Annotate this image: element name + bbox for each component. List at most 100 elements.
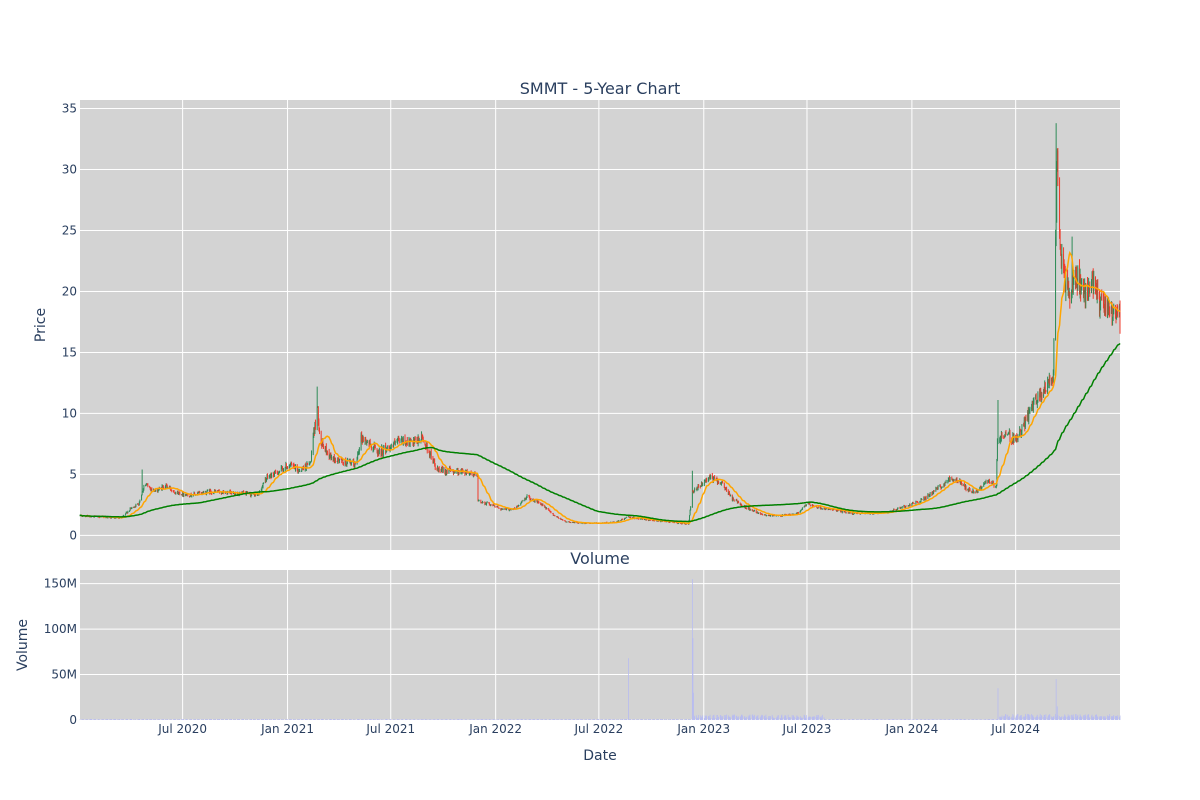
volume-bar bbox=[556, 719, 558, 720]
volume-bar bbox=[750, 717, 751, 720]
volume-bar bbox=[881, 719, 883, 720]
volume-bar bbox=[170, 719, 172, 720]
candle-body bbox=[380, 448, 382, 455]
candle-body bbox=[327, 450, 328, 453]
candle-body bbox=[693, 491, 695, 493]
volume-bar bbox=[466, 719, 467, 720]
candle-body bbox=[740, 504, 742, 506]
volume-bar bbox=[398, 719, 400, 720]
volume-bar bbox=[1021, 717, 1023, 720]
candle-body bbox=[1099, 307, 1101, 313]
candle-body bbox=[303, 468, 304, 470]
candle-body bbox=[917, 502, 918, 503]
candle-body bbox=[301, 467, 303, 471]
candle-body bbox=[1063, 269, 1065, 271]
candle-body bbox=[143, 486, 145, 489]
candle-body bbox=[522, 500, 523, 502]
candle-body bbox=[373, 444, 375, 448]
candle-body bbox=[841, 510, 843, 513]
volume-bar bbox=[341, 719, 343, 720]
volume-bar bbox=[1001, 715, 1003, 720]
candle-body bbox=[552, 513, 554, 516]
candle-body bbox=[981, 486, 983, 488]
candle-body bbox=[1040, 394, 1042, 401]
candle-body bbox=[754, 510, 755, 512]
candle-body bbox=[568, 521, 569, 523]
candle-body bbox=[1029, 408, 1031, 410]
candle-body bbox=[237, 493, 239, 495]
candle-body bbox=[198, 492, 200, 493]
volume-bar bbox=[743, 716, 745, 720]
volume-bar bbox=[1012, 715, 1014, 720]
candle-body bbox=[713, 477, 714, 482]
candle-body bbox=[821, 508, 823, 510]
volume-bar bbox=[1116, 716, 1118, 720]
candle-body bbox=[895, 509, 897, 511]
volume-bar bbox=[985, 719, 986, 720]
volume-bar bbox=[509, 719, 511, 720]
volume-bar bbox=[568, 719, 570, 720]
candle-body bbox=[1019, 429, 1021, 432]
volume-bar bbox=[150, 719, 152, 720]
volume-bar bbox=[744, 718, 746, 720]
volume-bar bbox=[226, 719, 228, 720]
volume-bar bbox=[85, 719, 87, 720]
volume-bar bbox=[308, 719, 310, 720]
volume-bar bbox=[1080, 717, 1082, 720]
candle-body bbox=[560, 519, 562, 520]
volume-bar bbox=[660, 719, 661, 720]
volume-bar bbox=[668, 719, 670, 720]
candle-body bbox=[481, 502, 482, 504]
candle-body bbox=[624, 517, 625, 520]
volume-bar bbox=[794, 717, 795, 720]
candle-body bbox=[853, 513, 855, 515]
volume-bar bbox=[1059, 716, 1060, 720]
candle-body bbox=[578, 522, 580, 524]
volume-bar bbox=[552, 719, 554, 720]
candle-body bbox=[1084, 285, 1085, 292]
candle-body bbox=[1107, 306, 1108, 312]
candle-body bbox=[433, 459, 435, 462]
volume-bar bbox=[81, 719, 83, 720]
volume-bar bbox=[1016, 714, 1018, 720]
candle-body bbox=[753, 510, 755, 512]
price-y-tick-label: 15 bbox=[62, 345, 77, 359]
candle-body bbox=[207, 490, 209, 491]
volume-bar bbox=[832, 719, 834, 720]
volume-bar bbox=[486, 719, 487, 720]
candle-body bbox=[661, 521, 662, 523]
volume-bar bbox=[230, 719, 232, 720]
candle-body bbox=[469, 473, 470, 475]
candle-body bbox=[904, 505, 905, 508]
candle-body bbox=[569, 521, 571, 523]
candle-body bbox=[909, 504, 910, 506]
candle-body bbox=[425, 446, 427, 448]
candle-body bbox=[429, 454, 431, 457]
volume-bar bbox=[194, 719, 196, 720]
candle-body bbox=[758, 512, 759, 514]
candle-body bbox=[1063, 254, 1064, 270]
volume-bar bbox=[368, 719, 370, 720]
volume-bar bbox=[805, 717, 807, 720]
candle-body bbox=[191, 496, 193, 497]
candle-body bbox=[956, 477, 957, 481]
volume-bar bbox=[756, 715, 758, 720]
volume-bar bbox=[624, 719, 626, 720]
candle-body bbox=[818, 507, 819, 509]
candle-body bbox=[686, 523, 687, 525]
candle-body bbox=[1092, 276, 1094, 293]
candle-body bbox=[621, 518, 622, 520]
volume-bar bbox=[776, 717, 778, 720]
volume-bar bbox=[809, 716, 811, 720]
candle-body bbox=[550, 511, 552, 514]
candle-body bbox=[726, 488, 727, 491]
volume-bar bbox=[283, 719, 284, 720]
candle-body bbox=[183, 494, 185, 496]
candle-body bbox=[804, 504, 806, 506]
candle-body bbox=[344, 459, 346, 465]
volume-bar bbox=[815, 717, 817, 720]
candle-body bbox=[166, 483, 167, 485]
candle-body bbox=[725, 487, 726, 490]
candle-body bbox=[322, 441, 324, 447]
candle-body bbox=[1027, 412, 1028, 421]
